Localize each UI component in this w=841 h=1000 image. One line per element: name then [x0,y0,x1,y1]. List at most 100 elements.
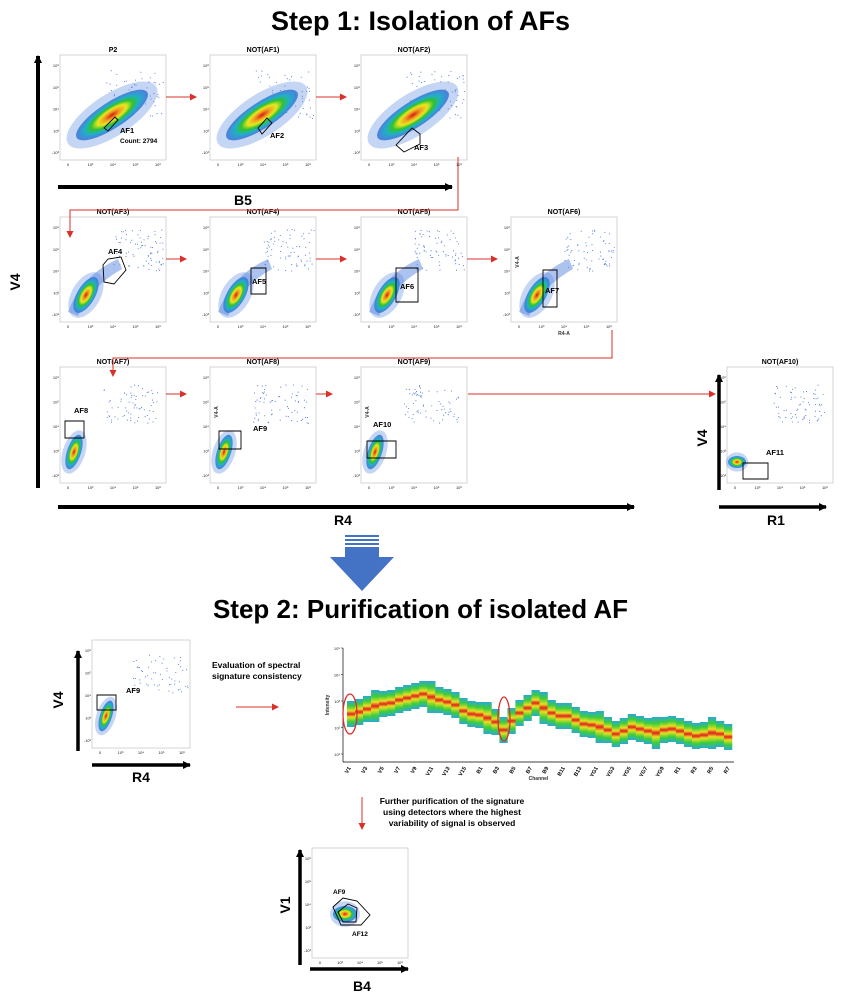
notaf3-event [154,234,156,236]
notaf10-event [779,396,781,398]
step2-event [187,685,189,687]
notaf1-event [311,117,314,119]
notaf9-event [449,402,451,404]
notaf4-event [293,251,295,253]
notaf6-event [606,265,608,267]
notaf10-event [791,397,793,399]
notaf8-event [269,401,271,403]
notaf3-event [125,252,127,254]
notaf9-xtick: 0 [368,485,371,490]
notaf10-event [794,396,796,398]
notaf8-event [291,411,293,413]
notaf10-event [782,421,784,423]
notaf5-event [414,250,416,252]
notaf2-event [462,78,464,80]
notaf10-gate [742,462,769,480]
notaf10-event [814,404,816,406]
notaf8-event [304,417,307,419]
notaf10-event [805,415,807,417]
notaf8-event [291,393,293,395]
notaf6-event [588,236,590,238]
notaf5-event [436,242,438,244]
notaf9-event [439,422,441,424]
notaf4-event [304,254,307,256]
notaf8-event [259,400,261,402]
notaf2-event [409,100,411,102]
notaf1-xtick: 10⁵ [282,162,288,167]
notaf2-event [450,70,452,73]
notaf7-xtick: 10⁴ [110,485,116,490]
notaf1-event [309,107,311,109]
notaf8-event [284,399,286,401]
notaf5-density [374,277,400,313]
notaf4-event [290,252,292,254]
notaf10-event [818,418,820,420]
step2-event [157,685,159,687]
notaf5-event [421,236,423,238]
step2-event [151,661,153,663]
notaf4-event [278,239,280,241]
step2-event [140,670,142,672]
notaf2-gate [395,127,421,153]
notaf5-event [452,232,454,234]
notaf8-event [279,395,281,398]
notaf5-ytick: 10⁶ [354,225,360,230]
plot-notaf1: NOT(AF1) 10⁶ 10⁵ 10⁴ 10³ -10³ 0 10³ 10⁴ 10⁵ 10⁶ AF2 [202,47,317,167]
notaf2-xtick: 10⁶ [456,162,462,167]
notaf7-event [126,410,128,412]
channel-label: B7 [525,766,534,775]
notaf5-event [436,230,438,232]
notaf4-event [300,260,303,262]
notaf6-event [588,268,591,270]
notaf3-event [150,252,152,254]
step2-event [133,688,135,690]
notaf8-event [303,407,306,409]
notaf4-title: NOT(AF4) [247,209,280,216]
spectral-band-segment [483,702,492,734]
notaf6-title: NOT(AF6) [548,209,581,216]
notaf10-title: NOT(AF10) [762,359,799,366]
notaf1-event [289,79,291,81]
spectral-band-segment [643,718,653,744]
notaf10-event [778,416,780,418]
notaf6-event [577,244,579,246]
spectral-signature-plot: 10¹ 10² 10³ 10⁴ 10⁵ Intensity Channel V1 V3 V5 V7 V… [325,646,734,782]
notaf10-event [778,412,780,414]
notaf2-event [462,75,464,77]
step2-event [144,676,146,678]
p2-event [149,95,151,97]
notaf8-event [296,395,298,397]
notaf7-event [124,392,126,394]
notaf5-event [449,239,451,241]
notaf3-event [142,244,144,246]
notaf9-event [441,409,443,411]
notaf7-event [152,393,154,395]
notaf3-event [116,252,118,254]
spectral-band-segment [411,683,420,709]
notaf1-event [284,74,286,76]
notaf2-event [464,90,466,93]
notaf3-xtick: 10³ [88,324,94,329]
plot-notaf5: NOT(AF5) 10⁶ 10⁵ 10⁴ 10³ -10³ 0 10³ 10⁴ 10⁵ 10⁶ AF6 [353,209,468,329]
notaf5-xtick: 0 [368,324,371,329]
notaf4-event [291,270,293,272]
notaf6-event [593,229,595,231]
notaf9-event [449,408,451,410]
notaf9-event [450,390,452,392]
notaf2-event [450,105,453,107]
notaf3-ytick: 10⁵ [53,247,59,252]
notaf6-xtick: 10⁶ [606,324,612,329]
spectral-ytick: 10³ [334,699,340,704]
p2-ytick: 10⁶ [53,63,59,68]
notaf5-event [414,238,417,240]
notaf8-event [295,395,297,397]
notaf3-density [73,277,99,313]
notaf3-event [141,241,143,243]
notaf6-event [589,268,592,270]
notaf3-ytick: 10³ [53,290,59,295]
spectral-band-segment [555,703,564,729]
notaf5-event [455,237,457,239]
further-annotation-line3: variability of signal is observed [389,818,516,828]
step2-event [147,684,149,686]
notaf1-event [301,95,303,97]
